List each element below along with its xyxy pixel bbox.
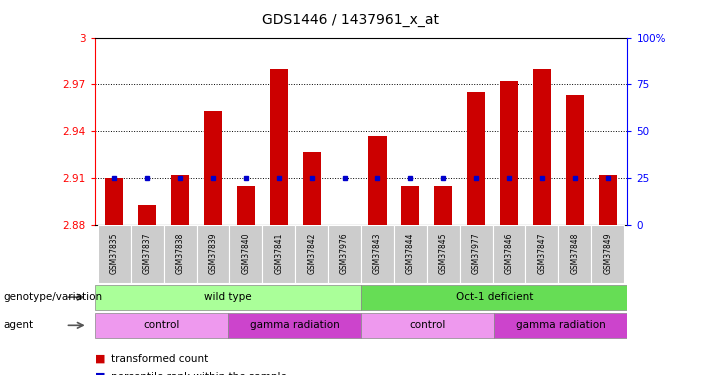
Bar (229, 225, 262, 283)
Bar (138, 205, 156, 225)
Text: GSM37844: GSM37844 (406, 232, 415, 274)
Bar (237, 186, 255, 225)
Bar (361, 313, 494, 338)
Bar (434, 186, 452, 225)
Text: GSM37843: GSM37843 (373, 232, 382, 274)
Bar (171, 175, 189, 225)
Bar (591, 225, 624, 283)
Bar (369, 136, 386, 225)
Text: GDS1446 / 1437961_x_at: GDS1446 / 1437961_x_at (262, 13, 439, 27)
Text: GSM37840: GSM37840 (241, 232, 250, 274)
Text: GSM37841: GSM37841 (274, 232, 283, 274)
Text: GSM37839: GSM37839 (208, 232, 217, 274)
Bar (460, 225, 493, 283)
Text: GSM37845: GSM37845 (439, 232, 448, 274)
Bar (164, 225, 196, 283)
Text: GSM37835: GSM37835 (110, 232, 119, 274)
Text: GSM37842: GSM37842 (307, 232, 316, 274)
Text: percentile rank within the sample: percentile rank within the sample (111, 372, 287, 375)
Text: control: control (409, 320, 446, 330)
Bar (270, 69, 288, 225)
Text: gamma radiation: gamma radiation (516, 320, 606, 330)
Bar (526, 225, 558, 283)
Bar (500, 81, 518, 225)
Text: gamma radiation: gamma radiation (250, 320, 339, 330)
Bar (493, 225, 526, 283)
Text: GSM37846: GSM37846 (505, 232, 514, 274)
Bar (105, 178, 123, 225)
Text: GSM37837: GSM37837 (143, 232, 151, 274)
Bar (328, 225, 361, 283)
Text: GSM37976: GSM37976 (340, 232, 349, 274)
Text: GSM37848: GSM37848 (571, 232, 579, 274)
Bar (467, 92, 485, 225)
Bar (295, 225, 328, 283)
Text: transformed count: transformed count (111, 354, 208, 364)
Bar (131, 225, 164, 283)
Text: wild type: wild type (204, 292, 252, 302)
Text: Oct-1 deficient: Oct-1 deficient (456, 292, 533, 302)
Text: GSM37849: GSM37849 (603, 232, 612, 274)
Bar (303, 152, 321, 225)
Bar (394, 225, 427, 283)
Text: genotype/variation: genotype/variation (4, 292, 102, 302)
Bar (558, 225, 591, 283)
Text: ■: ■ (95, 372, 105, 375)
Text: agent: agent (4, 320, 34, 330)
Bar (98, 225, 131, 283)
Bar (494, 313, 627, 338)
Bar (361, 285, 627, 310)
Bar (95, 285, 361, 310)
Bar (95, 313, 228, 338)
Bar (262, 225, 295, 283)
Bar (401, 186, 419, 225)
Bar (196, 225, 229, 283)
Text: control: control (143, 320, 179, 330)
Bar (599, 175, 617, 225)
Text: GSM37847: GSM37847 (538, 232, 546, 274)
Bar (427, 225, 460, 283)
Bar (533, 69, 551, 225)
Bar (228, 313, 361, 338)
Bar (361, 225, 394, 283)
Bar (566, 95, 584, 225)
Bar (204, 111, 222, 225)
Text: ■: ■ (95, 354, 105, 364)
Text: GSM37977: GSM37977 (472, 232, 481, 274)
Text: GSM37838: GSM37838 (176, 232, 184, 274)
